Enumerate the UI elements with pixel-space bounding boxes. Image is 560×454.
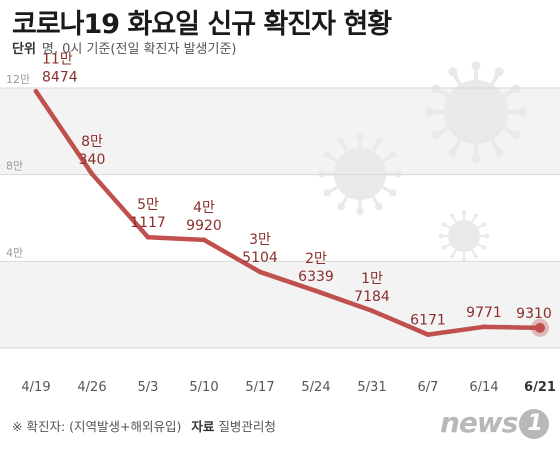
- y-tick-label: 12만: [6, 73, 30, 86]
- page-title: 코로나19 화요일 신규 확진자 현황: [12, 9, 392, 40]
- virus-decoration: [318, 61, 527, 262]
- data-points: [33, 88, 549, 338]
- unit-label: 단위: [12, 42, 36, 57]
- source-text: 질병관리청: [218, 419, 276, 434]
- data-point: [369, 308, 375, 314]
- virus-icon-medium: [318, 132, 402, 216]
- footnote: ※ 확진자: (지역발생+해외유입) 자료 질병관리청: [12, 416, 276, 435]
- unit-text: 명, 0시 기준(전일 확진자 발생기준): [41, 42, 237, 57]
- x-tick-label: 6/21: [524, 380, 556, 395]
- data-point: [313, 288, 319, 294]
- data-label-lower: 9310: [516, 306, 552, 322]
- footnote-note: ※ 확진자: (지역발생+해외유입): [12, 419, 182, 434]
- news1-logo: news 1: [440, 406, 550, 439]
- data-point: [481, 324, 487, 330]
- x-tick-label: 5/24: [301, 380, 330, 395]
- x-tick-label: 5/17: [245, 380, 274, 395]
- data-point: [201, 237, 207, 243]
- data-label-upper: 1만: [361, 271, 383, 287]
- data-label-lower: 9771: [466, 305, 502, 321]
- data-point: [33, 88, 39, 94]
- series-line-path: [33, 89, 543, 337]
- data-point: [257, 269, 263, 275]
- virus-icon-small: [438, 210, 490, 262]
- data-label-lower: 9920: [186, 218, 222, 234]
- data-label-lower: 6171: [410, 313, 446, 329]
- y-tick-label: 8만: [6, 160, 23, 173]
- data-label-lower: 1117: [130, 215, 166, 231]
- data-label-upper: 11만: [42, 51, 73, 67]
- data-label-upper: 8만: [81, 134, 103, 150]
- data-point: [145, 234, 151, 240]
- logo-badge: 1: [519, 409, 550, 439]
- data-point: [535, 322, 545, 333]
- data-point: [425, 332, 431, 338]
- data-label-lower: 340: [79, 152, 106, 168]
- data-point: [89, 171, 95, 177]
- x-tick-label: 6/7: [418, 380, 439, 395]
- y-tick-label: 4만: [6, 246, 23, 259]
- logo-text: news: [440, 406, 518, 439]
- x-tick-label: 6/14: [469, 380, 498, 395]
- series-line: [33, 89, 543, 337]
- x-tick-label: 5/10: [189, 380, 218, 395]
- data-label-upper: 2만: [305, 251, 327, 267]
- data-labels: 11만 8474 8만 340 5만 1117 4만 9920 3만 5104 2만 6339 1만 71…: [42, 51, 552, 328]
- data-label-upper: 5만: [137, 197, 159, 213]
- data-label-upper: 4만: [193, 200, 215, 216]
- band-lower: [0, 261, 560, 348]
- y-tick-labels: 12만 8만 4만: [6, 73, 30, 259]
- x-tick-labels: 4/19 4/26 5/3 5/10 5/17 5/24 5/31 6/7 6/14 6/21: [21, 380, 556, 395]
- x-tick-label: 4/19: [21, 380, 50, 395]
- x-tick-label: 5/31: [357, 380, 386, 395]
- data-label-lower: 5104: [242, 250, 278, 266]
- data-label-lower: 8474: [42, 69, 78, 85]
- data-label-upper: 3만: [249, 232, 271, 248]
- x-tick-label: 5/3: [138, 380, 159, 395]
- source-label: 자료: [191, 419, 215, 434]
- x-tick-label: 4/26: [77, 380, 106, 395]
- chart-subtitle: 단위 명, 0시 기준(전일 확진자 발생기준): [12, 38, 236, 57]
- virus-icon-large: [425, 61, 527, 163]
- data-label-lower: 6339: [298, 269, 334, 285]
- data-label-lower: 7184: [354, 289, 390, 305]
